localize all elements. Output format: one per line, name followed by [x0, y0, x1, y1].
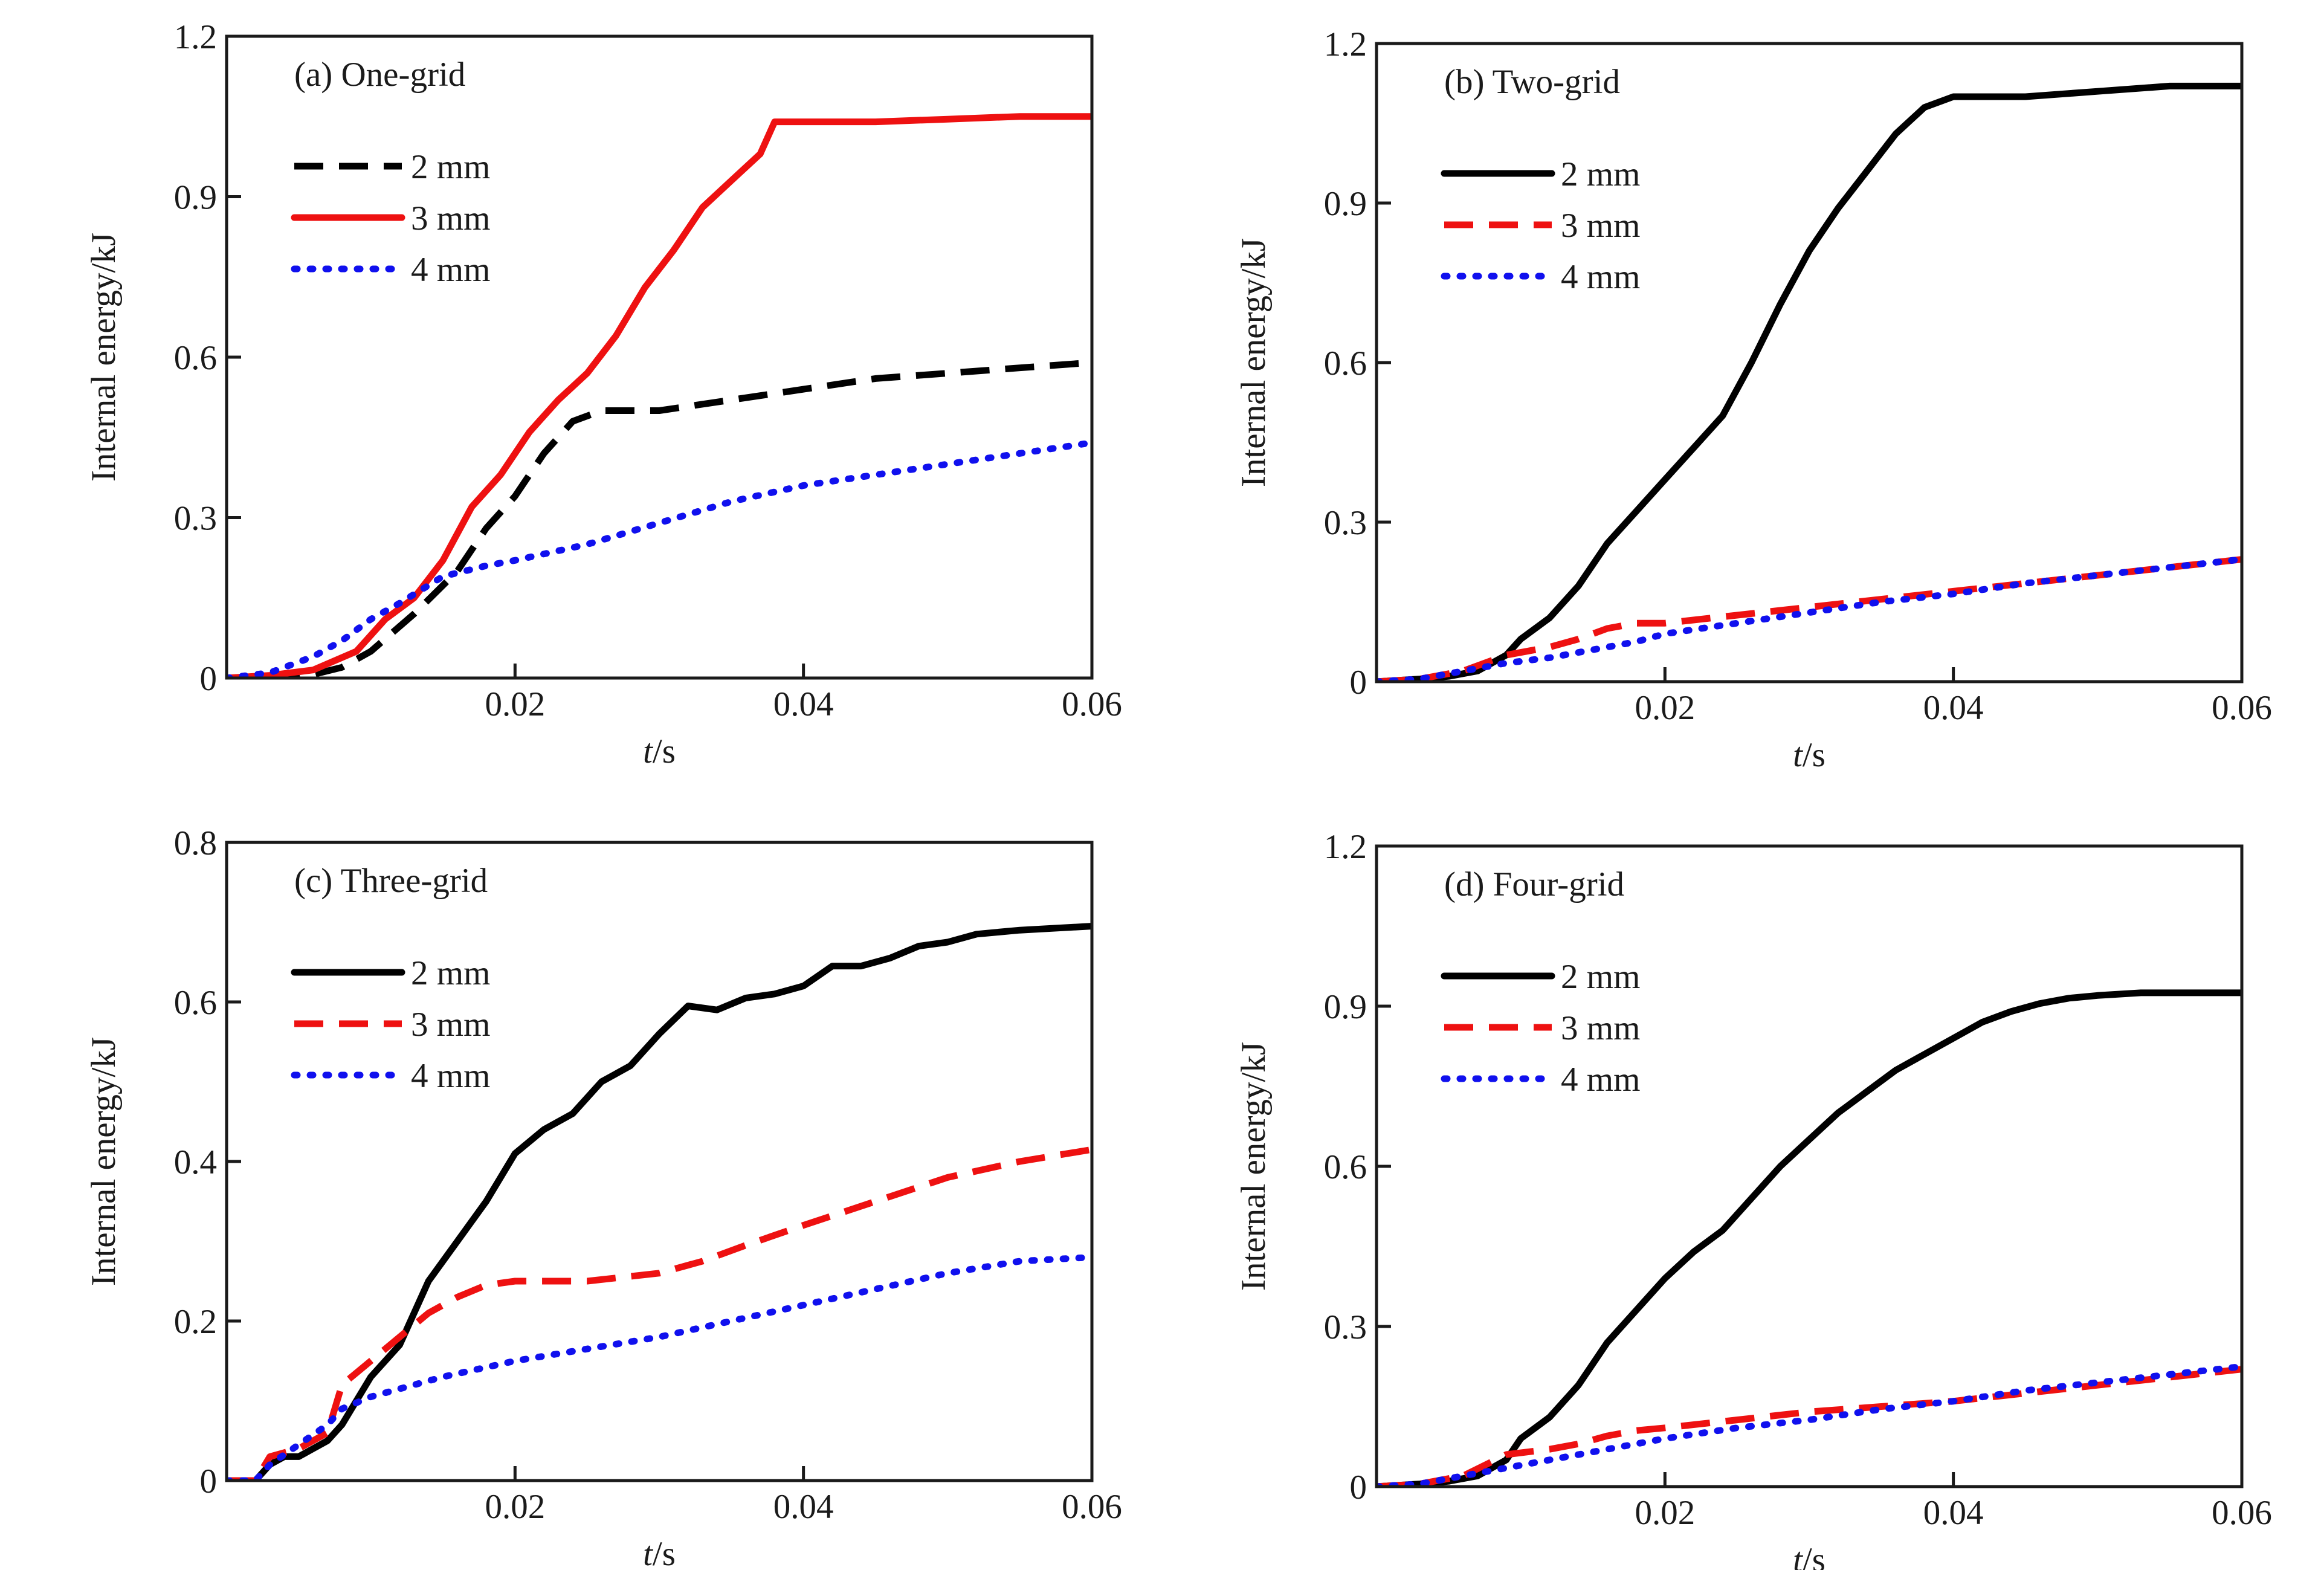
legend-label: 2 mm	[411, 954, 490, 992]
y-tick-label: 0.9	[1324, 988, 1367, 1026]
legend: 2 mm 3 mm 4 mm	[291, 954, 490, 1095]
series-group	[1377, 989, 2242, 1487]
legend-label: 2 mm	[411, 148, 490, 186]
legend-label: 4 mm	[1561, 258, 1640, 296]
x-tick-label: 0.02	[485, 685, 545, 723]
plot-frame	[1375, 42, 2244, 683]
y-tick-label: 0	[200, 1462, 218, 1501]
panel-3: 0 0.3 0.6 0.9 1.2 0.02 0.04 0.06 t/s Internal ene…	[1235, 828, 2272, 1570]
series-line-3-mm	[227, 113, 1092, 678]
series-line-4-mm	[1377, 556, 2242, 682]
x-tick-label: 0.06	[2212, 689, 2272, 727]
series-group	[227, 923, 1092, 1481]
x-tick-label: 0.04	[1923, 1494, 1984, 1532]
legend-label: 4 mm	[1561, 1061, 1640, 1099]
panel-2: 0 0.2 0.4 0.6 0.8 0.02 0.04 0.06 t/s Internal ene…	[85, 824, 1122, 1570]
legend-label: 4 mm	[411, 1057, 490, 1095]
legend-label: 3 mm	[1561, 207, 1640, 245]
y-axis-label: Internal energy/kJ	[1235, 238, 1273, 487]
y-tick-label: 0.6	[174, 339, 217, 377]
x-tick-label: 0.04	[773, 1488, 834, 1526]
y-tick-label: 0.6	[1324, 1148, 1367, 1186]
series-line-3-mm	[227, 1146, 1092, 1481]
y-tick-label: 0.6	[174, 984, 217, 1022]
y-axis-label: Internal energy/kJ	[1235, 1042, 1273, 1291]
legend: 2 mm 3 mm 4 mm	[1441, 155, 1640, 296]
x-tick-label: 0.06	[1062, 685, 1122, 723]
series-line-2-mm	[227, 359, 1092, 678]
series-line-2-mm	[227, 923, 1092, 1481]
x-tick-label: 0.06	[2212, 1494, 2272, 1532]
x-tick-label: 0.04	[773, 685, 834, 723]
series-line-4-mm	[1377, 1363, 2242, 1487]
plot-frame	[225, 34, 1094, 680]
y-tick-label: 0.6	[1324, 344, 1367, 383]
y-tick-label: 0.8	[174, 824, 217, 862]
panel-0: 0 0.3 0.6 0.9 1.2 0.02 0.04 0.06 t/s Internal ene…	[85, 18, 1122, 770]
y-tick-label: 0.3	[174, 500, 217, 538]
legend: 2 mm 3 mm 4 mm	[291, 148, 490, 289]
series-line-2-mm	[1377, 82, 2242, 682]
panel-title: (d) Four-grid	[1444, 865, 1624, 903]
panel-title: (c) Three-grid	[294, 862, 488, 900]
y-tick-label: 0	[200, 660, 218, 698]
legend-label: 3 mm	[1561, 1009, 1640, 1047]
x-axis-label: t/s	[1793, 1541, 1825, 1570]
legend-label: 3 mm	[411, 199, 490, 237]
x-tick-label: 0.04	[1923, 689, 1984, 727]
legend-label: 2 mm	[1561, 155, 1640, 193]
legend: 2 mm 3 mm 4 mm	[1441, 958, 1640, 1099]
panel-1: 0 0.3 0.6 0.9 1.2 0.02 0.04 0.06 t/s Internal ene…	[1235, 25, 2272, 774]
y-axis-label: Internal energy/kJ	[85, 1037, 123, 1286]
y-tick-label: 1.2	[1324, 25, 1367, 63]
y-tick-label: 0.3	[1324, 1308, 1367, 1346]
series-group	[1377, 82, 2242, 682]
y-tick-label: 0	[1350, 664, 1367, 702]
y-tick-label: 0.4	[174, 1143, 217, 1181]
panel-title: (a) One-grid	[294, 56, 465, 94]
series-group	[227, 113, 1092, 678]
series-line-4-mm	[227, 1253, 1092, 1481]
x-tick-label: 0.06	[1062, 1488, 1122, 1526]
x-tick-label: 0.02	[1635, 1494, 1695, 1532]
x-axis-label: t/s	[643, 732, 676, 770]
y-tick-label: 0.9	[1324, 185, 1367, 223]
y-tick-label: 0	[1350, 1468, 1367, 1507]
y-tick-label: 0.2	[174, 1303, 217, 1341]
panel-title: (b) Two-grid	[1444, 63, 1620, 101]
plot-frame	[1375, 844, 2244, 1488]
y-tick-label: 0.9	[174, 179, 217, 217]
legend-label: 3 mm	[411, 1006, 490, 1044]
x-tick-label: 0.02	[1635, 689, 1695, 727]
x-axis-label: t/s	[643, 1535, 676, 1570]
x-axis-label: t/s	[1793, 736, 1825, 774]
y-axis-label: Internal energy/kJ	[85, 233, 123, 482]
series-line-4-mm	[227, 439, 1092, 678]
y-tick-label: 0.3	[1324, 504, 1367, 542]
x-tick-label: 0.02	[485, 1488, 545, 1526]
series-line-2-mm	[1377, 989, 2242, 1487]
legend-label: 2 mm	[1561, 958, 1640, 996]
y-tick-label: 1.2	[174, 18, 217, 56]
y-tick-label: 1.2	[1324, 828, 1367, 866]
legend-label: 4 mm	[411, 251, 490, 289]
